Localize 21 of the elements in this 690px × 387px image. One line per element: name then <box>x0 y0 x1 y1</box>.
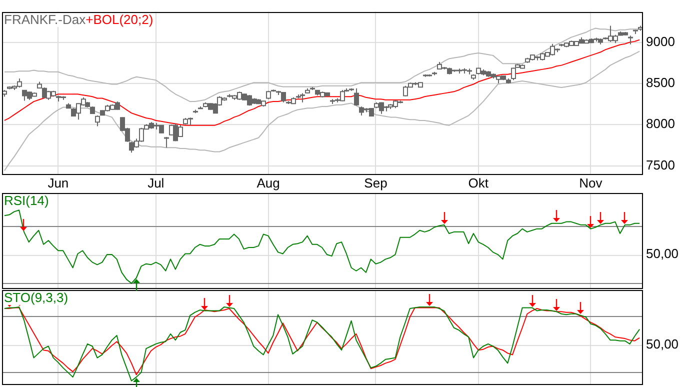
chart-title: FRANKF.-Dax <box>4 12 86 27</box>
y-tick-label: 9000 <box>646 34 675 49</box>
x-tick-label: Sep <box>364 175 388 190</box>
text: 50,00 <box>646 246 679 262</box>
y-tick-label: 8500 <box>646 75 675 90</box>
candlestick <box>164 136 169 148</box>
y-tick-label: 7500 <box>646 157 675 172</box>
candlestick <box>300 92 305 103</box>
candlestick <box>95 115 100 127</box>
candlestick <box>511 67 516 81</box>
text: 50,00 <box>646 336 679 352</box>
x-tick-label: Aug <box>256 175 280 190</box>
x-tick-label: Jun <box>48 175 69 190</box>
chart-title: RSI(14) <box>4 193 49 208</box>
x-tick-label: Jul <box>148 175 164 190</box>
candlestick <box>354 88 359 106</box>
x-tick-label: Okt <box>468 175 489 190</box>
text: +BOL(20;2) <box>86 12 154 27</box>
y-tick-label: 8000 <box>646 116 675 132</box>
x-tick-label: Nov <box>579 175 603 190</box>
chart-title: STO(9,3,3) <box>4 290 68 305</box>
